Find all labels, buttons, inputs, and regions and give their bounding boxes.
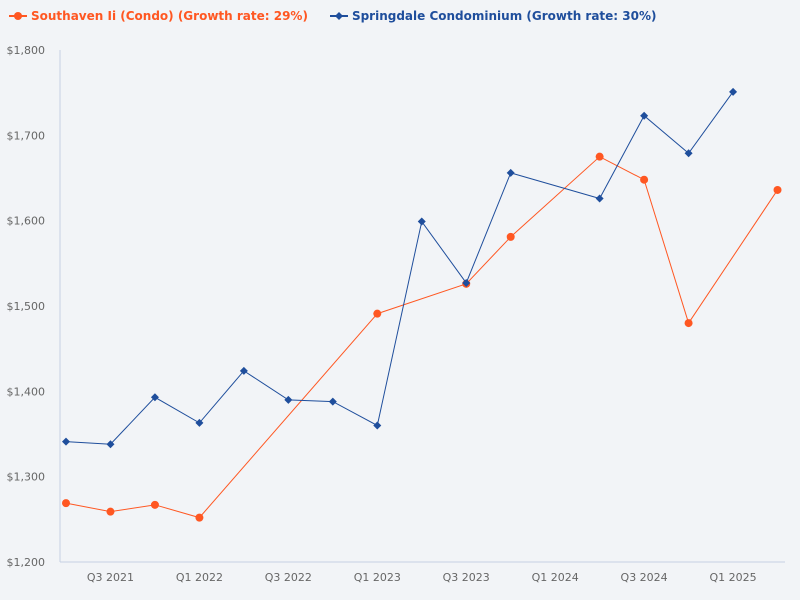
- x-tick-label: Q1 2023: [354, 571, 401, 584]
- data-point: [62, 437, 70, 446]
- y-tick-label: $1,500: [7, 300, 46, 313]
- circle-marker-icon: [9, 12, 27, 20]
- data-point: [106, 507, 115, 516]
- y-tick-label: $1,400: [7, 385, 46, 398]
- data-point: [373, 309, 382, 318]
- data-point: [729, 87, 738, 96]
- data-point: [284, 395, 293, 404]
- x-tick-label: Q3 2024: [621, 571, 668, 584]
- data-point: [328, 397, 337, 406]
- data-point: [506, 168, 515, 177]
- data-point: [62, 499, 70, 508]
- data-point: [150, 500, 159, 509]
- y-tick-label: $1,200: [7, 556, 46, 569]
- data-point: [595, 152, 604, 161]
- x-tick-label: Q3 2022: [265, 571, 312, 584]
- data-point: [506, 232, 515, 241]
- x-tick-label: Q1 2025: [709, 571, 756, 584]
- data-point: [150, 393, 159, 402]
- legend-label: Springdale Condominium (Growth rate: 30%…: [351, 9, 657, 23]
- data-point: [640, 111, 649, 120]
- series-line-1: [65, 91, 734, 445]
- y-tick-label: $1,300: [7, 471, 46, 484]
- x-tick-label: Q3 2023: [443, 571, 490, 584]
- data-point: [106, 440, 115, 449]
- x-tick-label: Q1 2024: [532, 571, 579, 584]
- legend-item-southaven[interactable]: Southaven Ii (Condo) (Growth rate: 29%): [9, 9, 308, 23]
- legend: Southaven Ii (Condo) (Growth rate: 29%) …: [9, 9, 657, 23]
- legend-label: Southaven Ii (Condo) (Growth rate: 29%): [31, 9, 308, 23]
- x-tick-label: Q3 2021: [87, 571, 134, 584]
- series-line-0: [65, 156, 778, 519]
- data-point: [773, 185, 782, 194]
- data-point: [373, 421, 382, 430]
- y-tick-label: $1,700: [7, 129, 46, 142]
- diamond-marker-icon: [329, 12, 348, 20]
- legend-item-springdale[interactable]: Springdale Condominium (Growth rate: 30%…: [329, 9, 657, 23]
- data-point: [239, 366, 248, 375]
- data-point: [684, 319, 693, 328]
- x-tick-label: Q1 2022: [176, 571, 223, 584]
- data-point: [195, 513, 204, 522]
- data-point: [417, 217, 426, 226]
- y-tick-label: $1,800: [7, 44, 46, 57]
- y-tick-label: $1,600: [7, 215, 46, 228]
- data-point: [595, 194, 604, 203]
- data-point: [640, 175, 649, 184]
- data-point: [462, 278, 471, 287]
- data-point: [684, 149, 693, 158]
- data-point: [195, 418, 204, 427]
